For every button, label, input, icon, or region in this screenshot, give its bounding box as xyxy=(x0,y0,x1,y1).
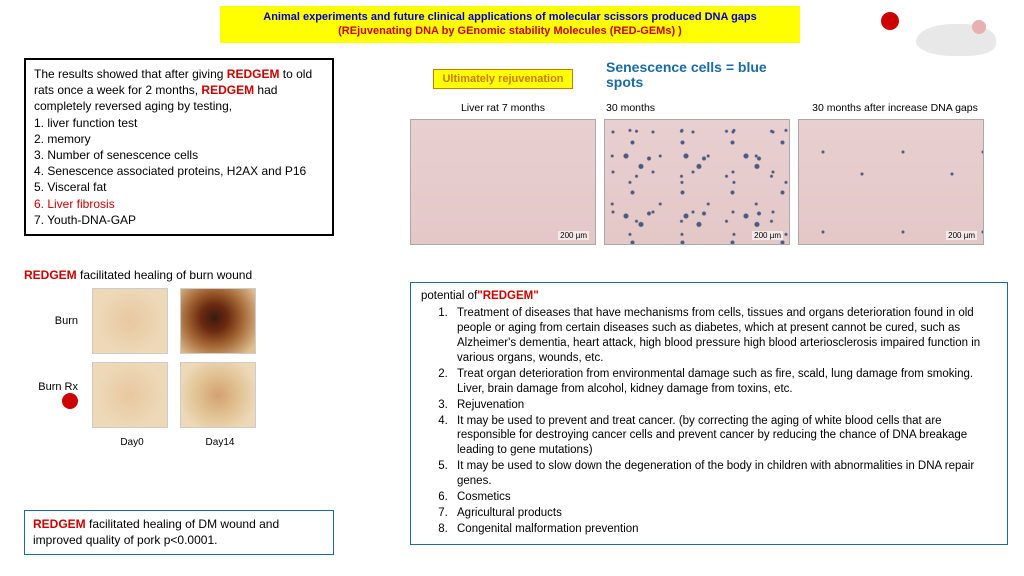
burn-row1-label: Burn xyxy=(24,315,84,327)
potential-item: Treat organ deterioration from environme… xyxy=(451,367,997,397)
day14-label: Day14 xyxy=(180,437,260,448)
title-line2: (REjuvenating DNA by GEnomic stability M… xyxy=(228,24,792,38)
potential-heading-red: "REDGEM" xyxy=(477,290,538,302)
burn-row2-label: Burn Rx xyxy=(24,381,84,409)
burn-grid: Burn Burn Rx Day0 Day14 xyxy=(24,286,334,450)
results-item: 5. Visceral fat xyxy=(34,179,324,195)
burnrx-day14-image xyxy=(180,362,256,428)
potential-item: Rejuvenation xyxy=(451,398,997,413)
histo-caption-3: 30 months after increase DNA gaps xyxy=(812,91,978,115)
rx-red-dot-icon xyxy=(62,393,78,409)
title-banner: Animal experiments and future clinical a… xyxy=(220,6,800,43)
histo-caption-1: Liver rat 7 months xyxy=(461,91,545,115)
results-item-highlight: 6. Liver fibrosis xyxy=(34,196,324,212)
potential-item: Treatment of diseases that have mechanis… xyxy=(451,306,997,366)
results-redgem-2: REDGEM xyxy=(201,83,254,97)
histology-headers: Ultimately rejuvenation Liver rat 7 mont… xyxy=(410,60,1000,115)
senescence-label: Senescence cells = blue spots xyxy=(606,60,792,91)
scale-bar: 200 µm xyxy=(558,231,589,240)
histology-image-30mo: 200 µm xyxy=(604,119,790,245)
burn-title-rest: facilitated healing of burn wound xyxy=(77,268,252,282)
potential-item: Agricultural products xyxy=(451,506,997,521)
histology-image-30mo-rx: 200 µm xyxy=(798,119,984,245)
results-item: 2. memory xyxy=(34,131,324,147)
title-line1: Animal experiments and future clinical a… xyxy=(228,10,792,24)
red-dot-icon xyxy=(881,12,899,30)
potential-item: It may be used to prevent and treat canc… xyxy=(451,414,997,459)
histology-image-7mo: 200 µm xyxy=(410,119,596,245)
potential-list: Treatment of diseases that have mechanis… xyxy=(451,306,997,537)
burn-section: REDGEM facilitated healing of burn wound… xyxy=(24,268,334,450)
mouse-graphic xyxy=(856,10,1006,60)
mouse-ear-icon xyxy=(972,20,986,34)
dm-red: REDGEM xyxy=(33,517,86,531)
results-item: 4. Senescence associated proteins, H2AX … xyxy=(34,163,324,179)
results-redgem-1: REDGEM xyxy=(227,67,280,81)
results-box: The results showed that after giving RED… xyxy=(24,58,334,236)
burn-day14-image xyxy=(180,288,256,354)
scale-bar: 200 µm xyxy=(946,231,977,240)
burnrx-day0-image xyxy=(92,362,168,428)
results-item: 7. Youth-DNA-GAP xyxy=(34,212,324,228)
results-item: 3. Number of senescence cells xyxy=(34,147,324,163)
potential-heading-pre: potential of xyxy=(421,290,477,302)
results-intro-pre: The results showed that after giving xyxy=(34,67,227,81)
burn-day0-image xyxy=(92,288,168,354)
rejuvenation-badge: Ultimately rejuvenation xyxy=(433,69,572,89)
burn-row2-label-text: Burn Rx xyxy=(38,381,78,393)
burn-title: REDGEM facilitated healing of burn wound xyxy=(24,268,334,282)
histology-row: Ultimately rejuvenation Liver rat 7 mont… xyxy=(410,60,1000,245)
potential-box: potential of"REDGEM" Treatment of diseas… xyxy=(410,282,1008,545)
dm-wound-box: REDGEM facilitated healing of DM wound a… xyxy=(24,510,334,555)
day0-label: Day0 xyxy=(92,437,172,448)
scale-bar: 200 µm xyxy=(752,231,783,240)
results-item: 1. liver function test xyxy=(34,115,324,131)
histo-caption-2: 30 months xyxy=(606,91,792,115)
potential-item: It may be used to slow down the degenera… xyxy=(451,459,997,489)
burn-title-red: REDGEM xyxy=(24,268,77,282)
potential-item: Congenital malformation prevention xyxy=(451,522,997,537)
potential-item: Cosmetics xyxy=(451,490,997,505)
